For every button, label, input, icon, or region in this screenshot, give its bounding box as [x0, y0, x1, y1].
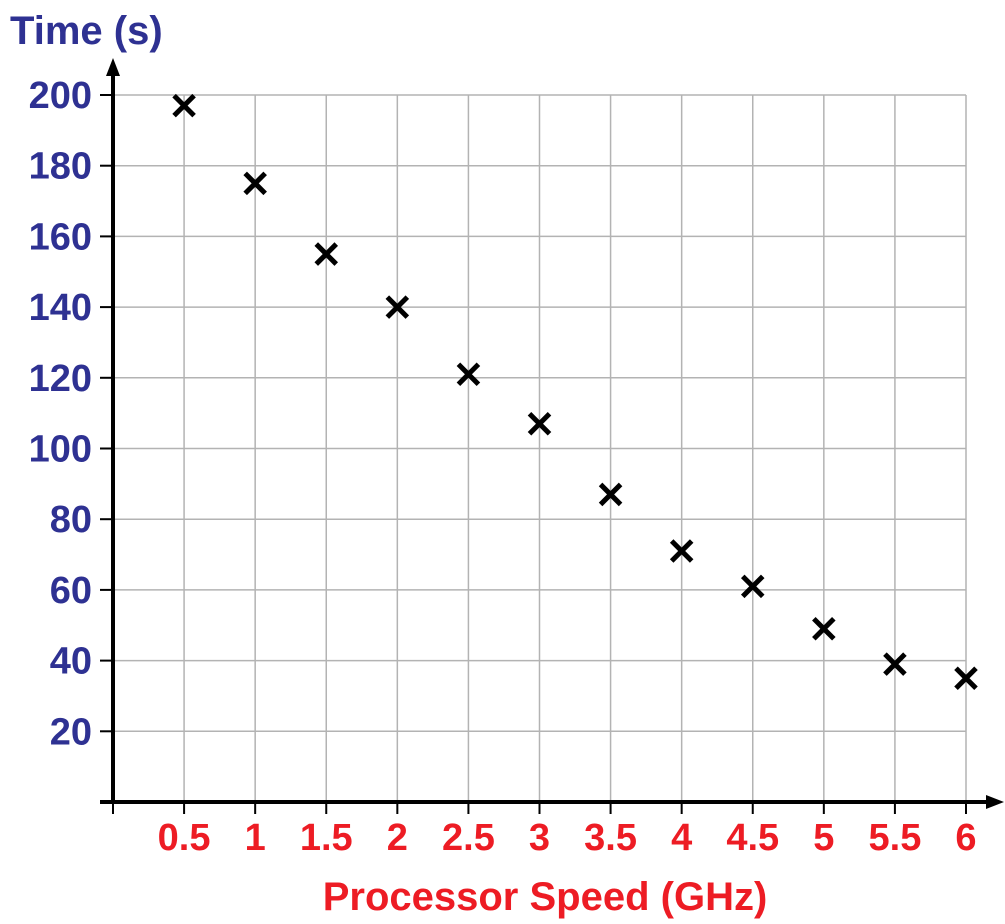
data-point — [456, 362, 481, 387]
data-point-stroke — [883, 652, 907, 676]
y-tick-label: 120 — [29, 358, 92, 400]
y-tick-label: 200 — [29, 75, 92, 117]
x-tick-label: 0.5 — [158, 817, 211, 859]
data-point-stroke — [740, 574, 765, 599]
y-tick-label: 140 — [29, 287, 92, 329]
y-axis-arrow — [106, 58, 120, 76]
x-tick-label: 2 — [387, 817, 408, 859]
data-points — [172, 93, 978, 691]
y-tick-label: 60 — [50, 570, 92, 612]
data-point — [954, 666, 978, 691]
x-axis-label: Processor Speed (GHz) — [323, 875, 768, 919]
y-tick-label: 160 — [29, 216, 92, 258]
y-tick-label: 20 — [50, 711, 92, 753]
data-point-stroke — [456, 362, 481, 387]
x-tick-label: 5 — [813, 817, 834, 859]
data-point-stroke — [598, 482, 623, 507]
data-point — [385, 295, 410, 319]
data-point-stroke — [527, 411, 552, 436]
data-point — [812, 617, 836, 641]
y-axis-label: Time (s) — [10, 9, 163, 53]
data-point — [669, 539, 694, 563]
data-point — [314, 242, 339, 266]
x-tick-label: 4.5 — [726, 817, 779, 859]
data-point-stroke — [243, 171, 267, 196]
y-tick-label: 180 — [29, 146, 92, 188]
x-axis-arrow — [986, 795, 1004, 809]
axes — [100, 58, 1004, 814]
x-tick-label: 1 — [245, 817, 266, 859]
y-tick-label: 100 — [29, 429, 92, 471]
x-tick-label: 1.5 — [300, 817, 353, 859]
data-point-stroke — [812, 617, 836, 641]
data-point — [883, 652, 907, 676]
data-point — [527, 411, 552, 436]
data-point-stroke — [172, 93, 196, 118]
data-point-stroke — [954, 666, 978, 691]
grid — [113, 94, 967, 802]
data-point — [172, 93, 196, 118]
x-tick-label: 3 — [529, 817, 550, 859]
x-tick-label: 6 — [955, 817, 976, 859]
data-point — [598, 482, 623, 507]
data-point — [740, 574, 765, 599]
x-tick-label: 2.5 — [442, 817, 495, 859]
data-point — [243, 171, 267, 196]
y-tick-label: 40 — [50, 641, 92, 683]
x-tick-label: 4 — [671, 817, 692, 859]
y-tick-label: 80 — [50, 499, 92, 541]
y-axis-ticks: 20 40 60 80 100 120 140 160 180 200 — [29, 75, 113, 753]
x-tick-label: 3.5 — [584, 817, 637, 859]
data-point-stroke — [669, 539, 694, 563]
data-point-stroke — [314, 242, 339, 266]
x-axis-ticks: 0.5 1 1.5 2 2.5 3 3.5 4 4.5 5 5.5 6 — [158, 802, 977, 859]
data-point-stroke — [385, 295, 410, 319]
x-tick-label: 5.5 — [869, 817, 922, 859]
